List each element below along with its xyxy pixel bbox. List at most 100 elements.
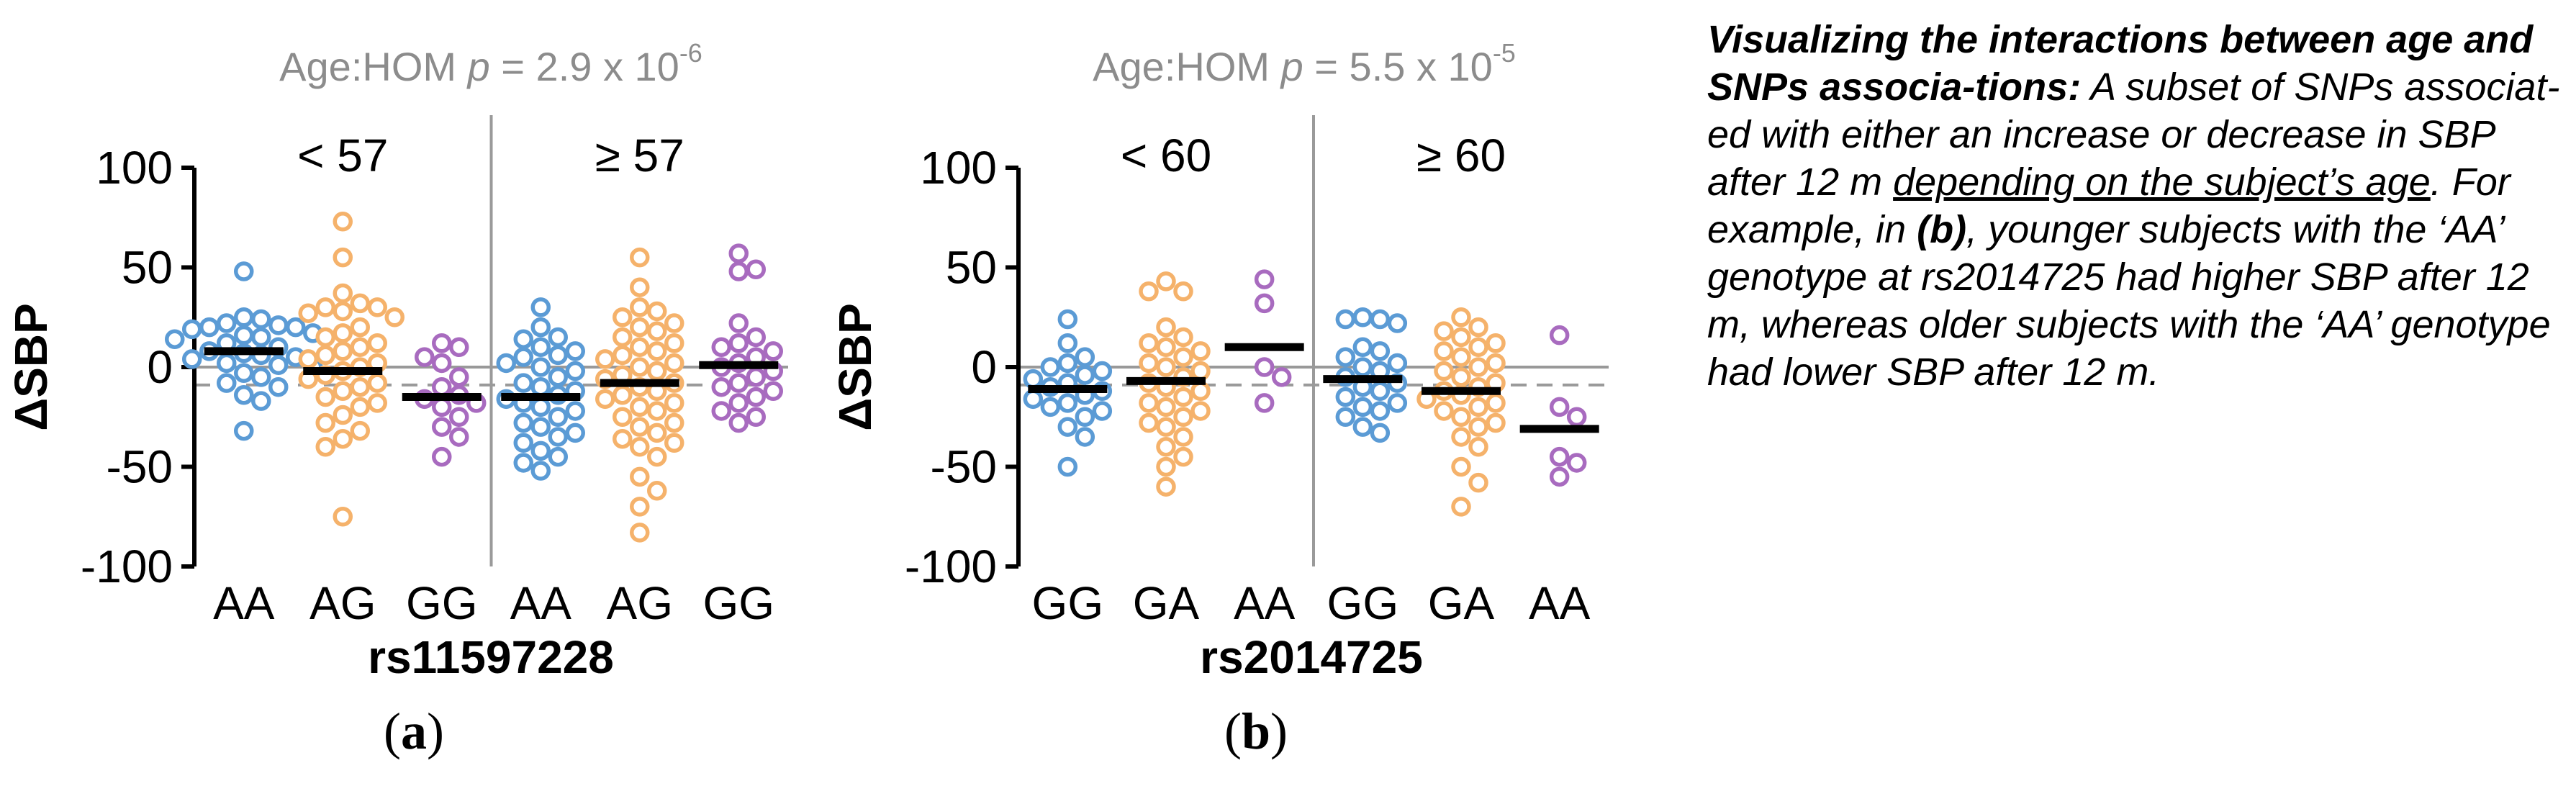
data-point	[530, 397, 551, 417]
data-point	[1023, 389, 1044, 410]
data-point	[268, 355, 289, 375]
data-point	[1156, 437, 1176, 457]
data-point	[746, 387, 766, 407]
data-point	[548, 367, 568, 387]
data-point	[449, 367, 469, 387]
x-tick-label: GG	[406, 577, 478, 629]
data-point	[647, 480, 667, 501]
data-point	[1352, 397, 1373, 417]
data-point	[432, 376, 452, 397]
data-point	[530, 376, 551, 397]
x-tick-label: GG	[1327, 577, 1399, 629]
y-tick-label: -50	[107, 441, 173, 493]
data-point	[1057, 417, 1078, 437]
data-point	[234, 261, 254, 281]
data-point	[1173, 347, 1193, 367]
data-point	[333, 247, 353, 268]
data-point	[234, 325, 254, 345]
data-point	[1352, 417, 1373, 437]
data-point	[1486, 393, 1506, 413]
data-point	[217, 373, 237, 393]
data-point	[728, 333, 749, 353]
data-point	[333, 323, 353, 343]
plot-title: Age:HOM p = 5.5 x 10-5	[1093, 38, 1516, 89]
data-point	[1451, 307, 1471, 328]
data-point	[333, 212, 353, 232]
data-point	[367, 333, 387, 353]
data-point	[315, 412, 335, 433]
data-point	[298, 303, 318, 323]
data-point	[548, 446, 568, 467]
data-point	[1566, 407, 1587, 427]
data-point	[565, 401, 585, 421]
data-point	[647, 361, 667, 381]
data-point	[1451, 427, 1471, 447]
data-point	[1173, 387, 1193, 407]
data-point	[1057, 393, 1078, 413]
data-point	[1023, 369, 1044, 389]
data-point	[728, 313, 749, 333]
y-tick-label: -50	[931, 441, 998, 493]
data-point	[513, 412, 533, 433]
y-tick-label: 0	[971, 341, 997, 393]
data-point	[1156, 271, 1176, 292]
data-point	[664, 412, 684, 433]
data-point	[333, 283, 353, 304]
data-point	[711, 376, 731, 397]
data-point	[1468, 337, 1488, 358]
data-point	[315, 327, 335, 348]
data-point	[647, 401, 667, 421]
data-point	[1173, 327, 1193, 348]
data-point	[1057, 309, 1078, 330]
data-point	[1370, 309, 1391, 330]
data-point	[1486, 333, 1506, 353]
caption: Visualizing the interactions between age…	[1707, 16, 2567, 396]
data-point	[613, 307, 633, 328]
data-point	[333, 341, 353, 361]
data-point	[367, 297, 387, 317]
data-point	[630, 417, 650, 437]
data-point	[630, 337, 650, 358]
data-point	[1190, 361, 1211, 381]
data-point	[1156, 337, 1176, 358]
age-group-label: < 57	[297, 130, 388, 181]
data-point	[1190, 381, 1211, 401]
data-point	[1075, 407, 1095, 427]
y-tick-label: -100	[81, 541, 173, 592]
chart-panel-a: Age:HOM p = 2.9 x 10-6 < 57 ≥ 57 100 50 0 -50 -…	[5, 38, 788, 760]
data-point	[763, 341, 783, 361]
data-point	[1173, 281, 1193, 302]
plot-title: Age:HOM p = 2.9 x 10-6	[279, 38, 702, 89]
data-point	[1549, 466, 1570, 487]
x-tick-label: AA	[1234, 577, 1296, 629]
data-point	[1451, 456, 1471, 477]
data-point	[530, 461, 551, 481]
caption-text-1: A subset of SNPs associat-ed with either…	[1707, 66, 2560, 204]
y-tick-label: 50	[946, 242, 997, 294]
data-point	[1370, 401, 1391, 421]
data-point	[1434, 401, 1454, 421]
data-point	[165, 329, 185, 349]
data-point	[449, 427, 469, 447]
age-group-label: < 60	[1121, 130, 1211, 181]
data-point	[1370, 341, 1391, 361]
data-point	[595, 389, 615, 410]
data-point	[647, 446, 667, 467]
data-point	[647, 423, 667, 443]
x-tick-label: AA	[213, 577, 275, 629]
data-point	[496, 353, 516, 374]
x-axis-label: rs11597228	[368, 631, 614, 683]
data-point	[1352, 337, 1373, 358]
data-point	[350, 397, 370, 417]
data-point	[1156, 456, 1176, 477]
data-point	[1156, 357, 1176, 377]
data-point	[432, 333, 452, 353]
data-point	[1271, 367, 1292, 387]
data-point	[1075, 427, 1095, 447]
data-point	[630, 437, 650, 457]
data-point	[513, 347, 533, 367]
y-tick-label: -100	[905, 541, 997, 592]
data-point	[1387, 313, 1408, 333]
